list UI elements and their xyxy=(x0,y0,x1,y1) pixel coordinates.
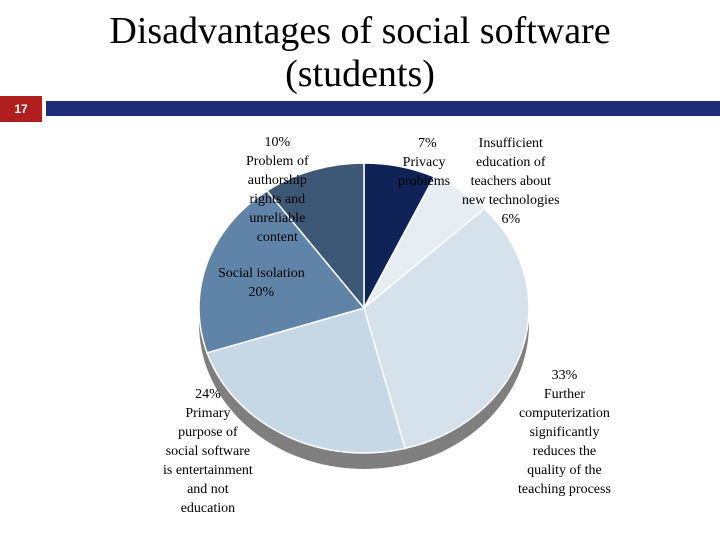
pie-slice-3 xyxy=(363,207,530,450)
label-ent-line4: is entertainment xyxy=(163,463,253,478)
label-ent-line5: and not xyxy=(187,482,229,497)
title-line-2: (students) xyxy=(285,53,435,95)
label-comp-line1: Further xyxy=(543,387,586,402)
label-auth-line4: unreliable xyxy=(249,211,306,226)
label-privacy-line2: problems xyxy=(398,174,451,189)
label-isolation-line1: Social isolation xyxy=(218,266,305,281)
label-comp-line6: teaching process xyxy=(518,482,611,497)
label-teachers-pct: 6% xyxy=(501,212,521,227)
label-isolation-pct: 20% xyxy=(248,285,275,300)
label-teachers-line1: Insufficient xyxy=(478,136,543,151)
label-auth-line3: rights and xyxy=(249,192,306,207)
label-entertainment: 24% Primary purpose of social software i… xyxy=(163,385,253,518)
label-auth-line2: authorship xyxy=(247,173,307,188)
pie-slice-5 xyxy=(198,189,366,354)
label-isolation: Social isolation 20% xyxy=(218,264,305,302)
label-auth-pct: 10% xyxy=(264,135,291,150)
pie-slice-4 xyxy=(206,307,406,454)
label-ent-line6: education xyxy=(180,501,236,516)
label-comp-line4: reduces the xyxy=(532,444,597,459)
pie-slice-6 xyxy=(265,162,365,311)
page-title: Disadvantages of social software (studen… xyxy=(0,10,720,96)
title-line-1: Disadvantages of social software xyxy=(109,10,611,52)
label-teachers-line2: education of xyxy=(476,155,546,170)
label-teachers-line4: new technologies xyxy=(462,193,560,208)
label-comp-pct: 33% xyxy=(551,368,578,383)
label-teachers: Insufficient education of teachers about… xyxy=(462,134,560,229)
label-ent-pct: 24% xyxy=(195,387,221,402)
label-ent-line2: purpose of xyxy=(178,425,238,440)
label-privacy-line1: Privacy xyxy=(402,155,446,170)
label-auth-line1: Problem of xyxy=(246,154,309,169)
label-privacy-pct: 7% xyxy=(418,136,437,151)
label-comp-line2: computerization xyxy=(518,406,610,421)
label-auth-line5: content xyxy=(256,230,298,245)
label-ent-line1: Primary xyxy=(185,406,231,421)
header-bar xyxy=(46,101,720,116)
label-authorship: 10% Problem of authorship rights and unr… xyxy=(246,133,309,247)
pie-slices xyxy=(198,162,530,454)
label-comp-line3: significantly xyxy=(529,425,600,440)
label-teachers-line3: teachers about xyxy=(470,174,552,189)
label-privacy: 7% Privacy problems xyxy=(398,134,450,191)
slide-number: 17 xyxy=(0,96,42,122)
label-comp-line5: quality of the xyxy=(527,463,602,478)
label-computerization: 33% Further computerization significantl… xyxy=(518,366,611,499)
label-ent-line3: social software xyxy=(165,444,251,459)
